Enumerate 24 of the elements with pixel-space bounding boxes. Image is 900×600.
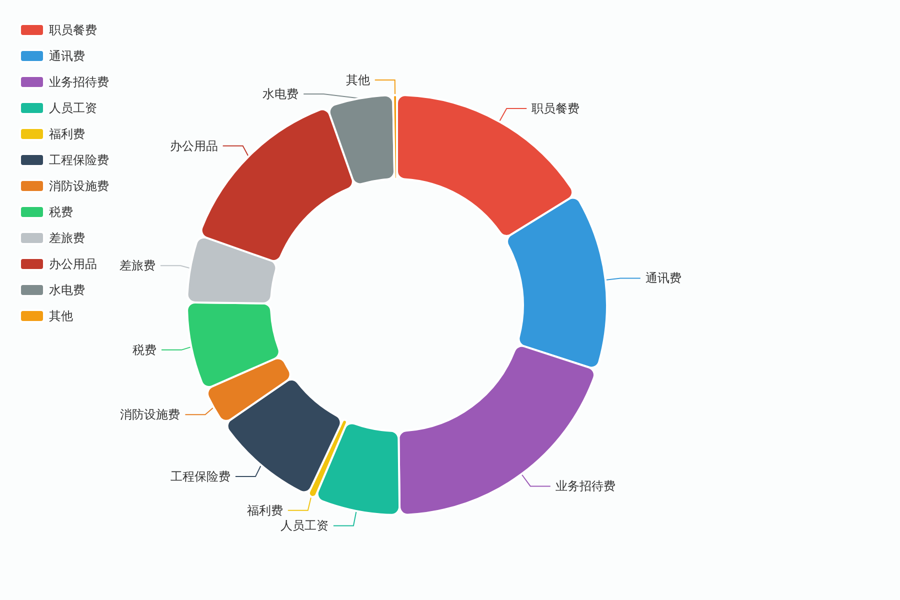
slice-label: 工程保险费 (170, 470, 230, 484)
legend-label: 消防设施费 (49, 179, 109, 193)
slice-label: 水电费 (262, 87, 299, 102)
legend-label: 人员工资 (49, 101, 97, 115)
legend-label: 通讯费 (49, 49, 85, 63)
legend-label: 差旅费 (49, 231, 85, 245)
slice-label: 人员工资 (280, 518, 328, 533)
legend-label: 其他 (49, 309, 73, 323)
legend-label: 税费 (49, 205, 73, 219)
slice-label: 其他 (346, 73, 370, 88)
legend-label: 业务招待费 (49, 75, 109, 89)
slice-label: 业务招待费 (555, 479, 616, 494)
legend-label: 办公用品 (49, 257, 97, 271)
slice-label: 办公用品 (170, 138, 218, 153)
legend-label: 职员餐费 (49, 23, 97, 37)
slice-label: 差旅费 (119, 258, 156, 273)
legend-label: 福利费 (49, 127, 85, 141)
slice-label: 消防设施费 (120, 408, 180, 422)
slice-label: 职员餐费 (532, 102, 580, 116)
legend-label: 水电费 (49, 283, 85, 297)
slice-label: 通讯费 (645, 271, 682, 286)
legend-label: 工程保险费 (49, 153, 109, 167)
slice-label: 福利费 (246, 503, 283, 518)
slice-label: 税费 (132, 342, 156, 357)
